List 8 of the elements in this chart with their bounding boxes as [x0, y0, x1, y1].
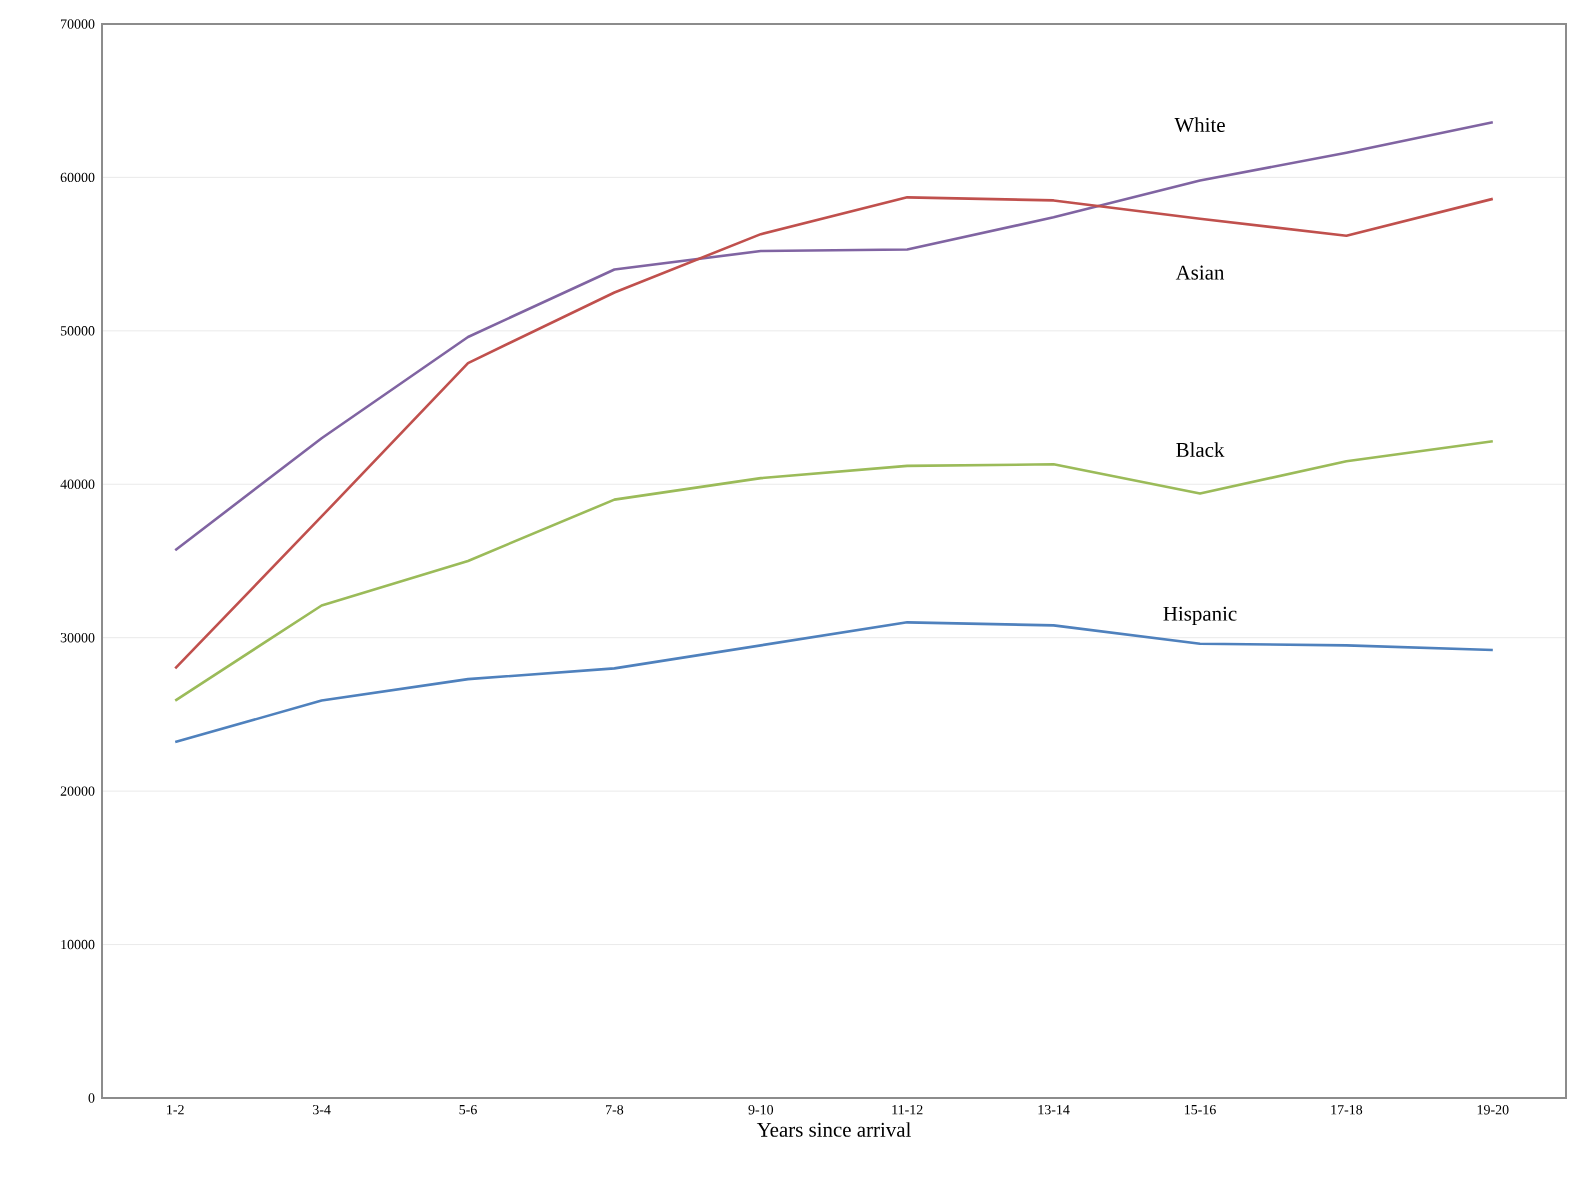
- text: Asian: [1175, 265, 1225, 280]
- line-series: [173, 439, 1495, 702]
- series-label: Black: [1176, 442, 1225, 457]
- series-label: Hispanic: [1163, 606, 1237, 626]
- line-series: [173, 120, 1495, 552]
- x-axis-title: Years since arrival: [756, 1122, 911, 1137]
- text: White: [1174, 117, 1225, 133]
- line-series: [173, 196, 1495, 670]
